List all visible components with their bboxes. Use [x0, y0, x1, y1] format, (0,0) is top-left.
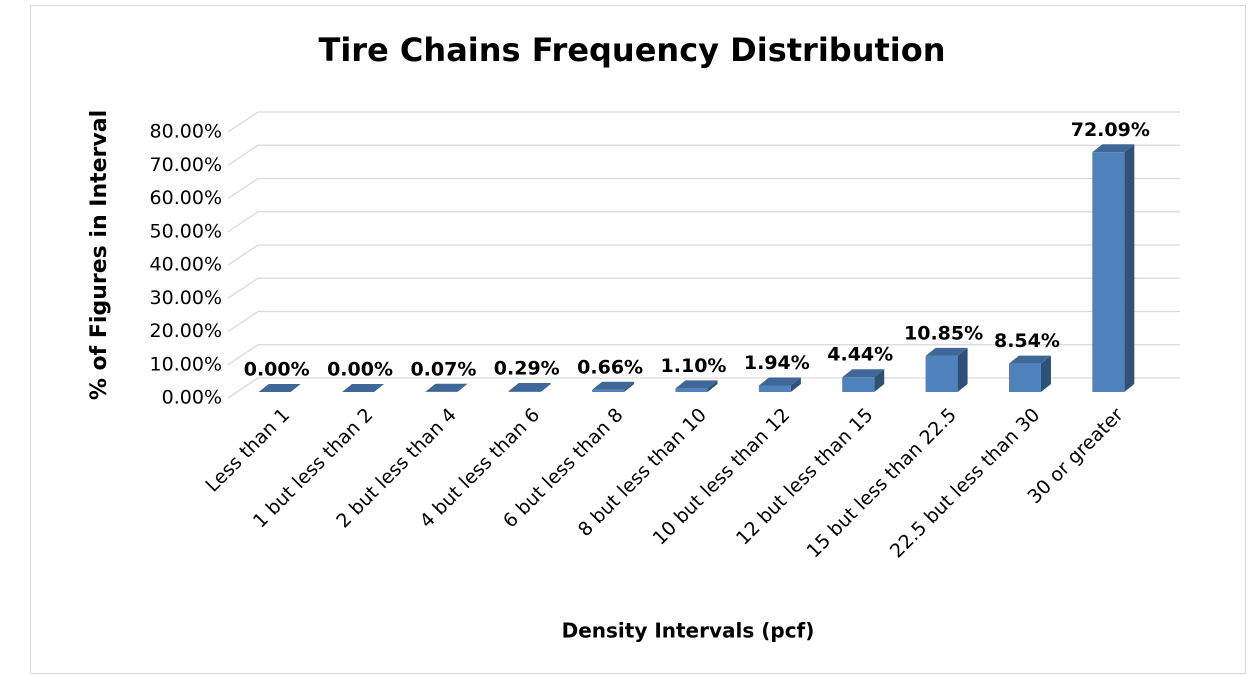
bar-side — [1040, 355, 1051, 392]
grid-line — [227, 244, 1180, 266]
bar-top — [425, 383, 468, 392]
bar-front — [675, 388, 708, 392]
bar — [758, 377, 801, 392]
bar-front — [592, 389, 625, 392]
bar-front — [1092, 152, 1125, 392]
data-label: 10.85% — [904, 322, 983, 344]
bar-top — [1008, 355, 1051, 364]
y-tick-label: 60.00% — [150, 187, 222, 209]
chart-title: Tire Chains Frequency Distribution — [319, 31, 946, 69]
bar-side — [790, 377, 801, 392]
bar — [1092, 144, 1135, 392]
data-label: 0.00% — [244, 359, 310, 381]
data-label: 0.00% — [327, 359, 393, 381]
bar — [1008, 355, 1051, 392]
bar — [592, 381, 635, 392]
bar — [925, 347, 968, 392]
data-label: 1.94% — [744, 352, 810, 374]
chart-frame — [30, 5, 1246, 674]
grid-line — [227, 211, 1180, 233]
y-tick-label: 70.00% — [150, 154, 222, 176]
bar-front — [842, 377, 875, 392]
bar-top — [592, 381, 635, 390]
bar-side — [707, 380, 718, 392]
bar-side — [624, 381, 635, 392]
x-axis-label: Density Intervals (pcf) — [562, 619, 815, 643]
bar-front — [925, 355, 958, 392]
bar — [842, 369, 885, 392]
bar — [675, 380, 718, 392]
y-tick-label: 30.00% — [150, 287, 222, 309]
grid-line — [227, 177, 1180, 200]
bar-top — [258, 384, 301, 392]
bar-top — [342, 384, 385, 392]
y-tick-label: 40.00% — [150, 254, 222, 276]
y-tick-label: 10.00% — [150, 353, 222, 375]
y-tick-label: 20.00% — [150, 320, 222, 342]
data-label: 1.10% — [661, 355, 727, 377]
data-label: 72.09% — [1071, 119, 1150, 141]
data-label: 0.29% — [494, 358, 560, 380]
bar-top — [758, 377, 801, 386]
y-tick-label: 0.00% — [162, 387, 222, 409]
bar-top — [508, 383, 551, 392]
bar-top — [1092, 144, 1135, 153]
data-label: 4.44% — [827, 344, 893, 366]
grid-line — [227, 111, 1180, 133]
bar-top — [675, 380, 718, 389]
bar — [425, 383, 468, 392]
bar-front — [508, 391, 541, 392]
data-label: 0.07% — [410, 358, 476, 380]
bar-side — [540, 383, 551, 392]
data-label: 8.54% — [994, 330, 1060, 352]
data-label: 0.66% — [577, 356, 643, 378]
bar-side — [457, 383, 468, 392]
y-axis-label: % of Figures in Interval — [87, 110, 112, 400]
grid-line — [227, 344, 1180, 366]
bar-side — [957, 347, 968, 392]
bar-front — [1008, 363, 1041, 392]
grid-line — [227, 277, 1180, 299]
bar — [342, 384, 385, 392]
grid-line — [227, 310, 1180, 333]
y-tick-label: 50.00% — [150, 220, 222, 242]
bar-side — [874, 369, 885, 392]
bar-top — [842, 369, 885, 378]
bar — [508, 383, 551, 392]
grid-line — [227, 144, 1180, 166]
bar-side — [1124, 144, 1135, 392]
y-tick-label: 80.00% — [150, 121, 222, 143]
bar-top — [925, 347, 968, 356]
bar — [258, 384, 301, 392]
bar-front — [758, 385, 791, 392]
